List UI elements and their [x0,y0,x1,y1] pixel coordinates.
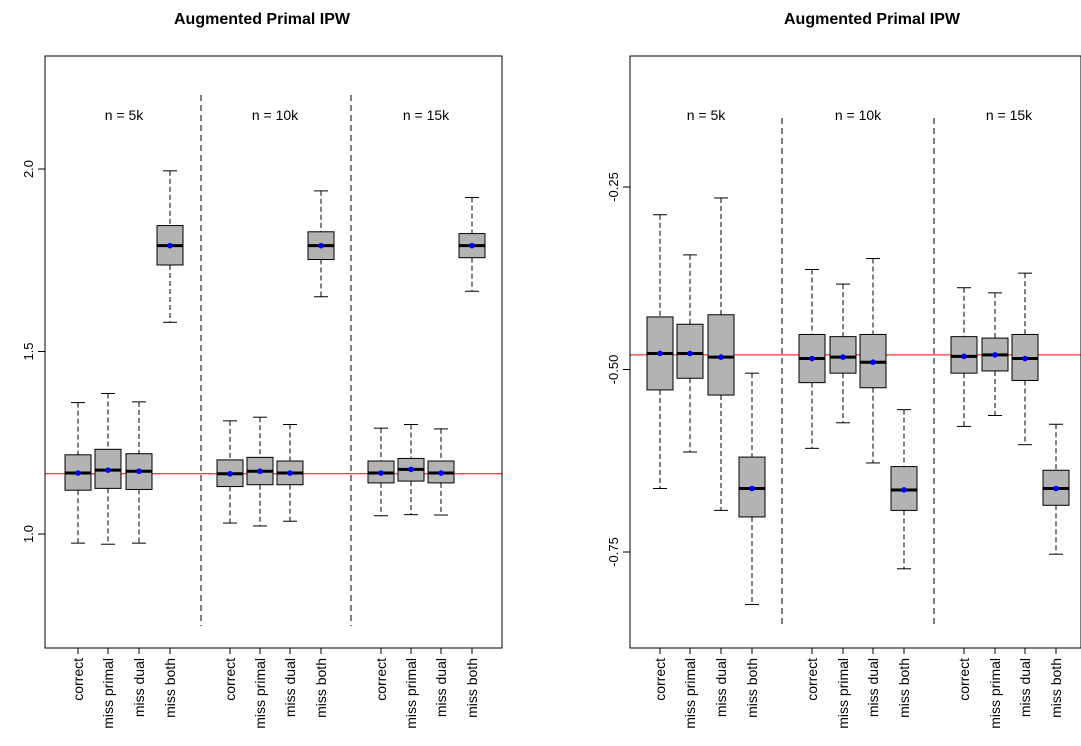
category-label: miss both [896,658,912,718]
category-label: correct [70,658,86,701]
category-label: miss both [464,658,480,718]
category-label: miss dual [865,658,881,717]
category-label: miss both [313,658,329,718]
y-tick-label: 2.0 [21,160,36,178]
group-label: n = 10k [252,107,299,123]
category-label: miss dual [131,658,147,717]
category-label: miss primal [682,658,698,729]
mean-point [961,353,967,360]
mean-point [257,468,263,475]
y-tick-label: -0.50 [606,355,621,385]
group-label: n = 15k [403,107,450,123]
mean-point [287,470,293,476]
category-label: miss both [744,658,760,718]
category-label: miss primal [252,658,268,729]
mean-point [378,470,384,476]
category-label: correct [373,658,389,701]
y-tick-label: -0.75 [606,537,621,567]
mean-point [749,485,755,492]
category-label: miss primal [403,658,419,729]
category-label: correct [956,658,972,701]
group-label: n = 15k [986,107,1033,123]
mean-point [1022,355,1028,362]
y-tick-label: 1.0 [21,525,36,543]
mean-point [227,470,233,477]
category-label: miss dual [282,658,298,717]
y-tick-label: -0.25 [606,172,621,202]
category-label: miss both [1048,658,1064,718]
category-label: miss primal [835,658,851,729]
category-label: miss dual [713,658,729,717]
group-label: n = 5k [687,107,727,123]
mean-point [318,242,324,249]
mean-point [167,242,173,249]
mean-point [105,467,111,473]
plot-frame [44,55,503,649]
category-label: miss primal [100,658,116,729]
mean-point [901,487,907,493]
right-plot-title: Augmented Primal IPW [784,11,961,28]
plot-frame [629,55,1081,649]
category-label: correct [804,658,820,701]
mean-point [687,350,693,357]
right-boxplot-panel: Augmented Primal IPW n = 5k correct miss p… [606,11,1081,729]
mean-point [75,470,81,476]
category-label: miss dual [1017,658,1033,717]
group-label: n = 5k [105,107,145,123]
category-label: miss dual [433,658,449,717]
mean-point [469,242,475,249]
group-label: n = 10k [835,107,882,123]
mean-point [840,354,846,360]
category-label: miss both [162,658,178,718]
left-boxplot-panel: Augmented Primal IPW n = 5k correct miss p… [21,11,503,729]
mean-point [718,354,724,360]
category-label: correct [222,658,238,701]
y-tick-label: 1.5 [21,342,36,360]
mean-point [992,352,998,358]
category-label: miss primal [987,658,1003,729]
mean-point [136,468,142,475]
mean-point [870,359,876,366]
mean-point [657,350,663,357]
mean-point [1053,485,1059,492]
category-label: correct [652,658,668,701]
mean-point [809,355,815,362]
mean-point [438,470,444,476]
mean-point [408,466,414,473]
left-plot-title: Augmented Primal IPW [174,11,351,28]
